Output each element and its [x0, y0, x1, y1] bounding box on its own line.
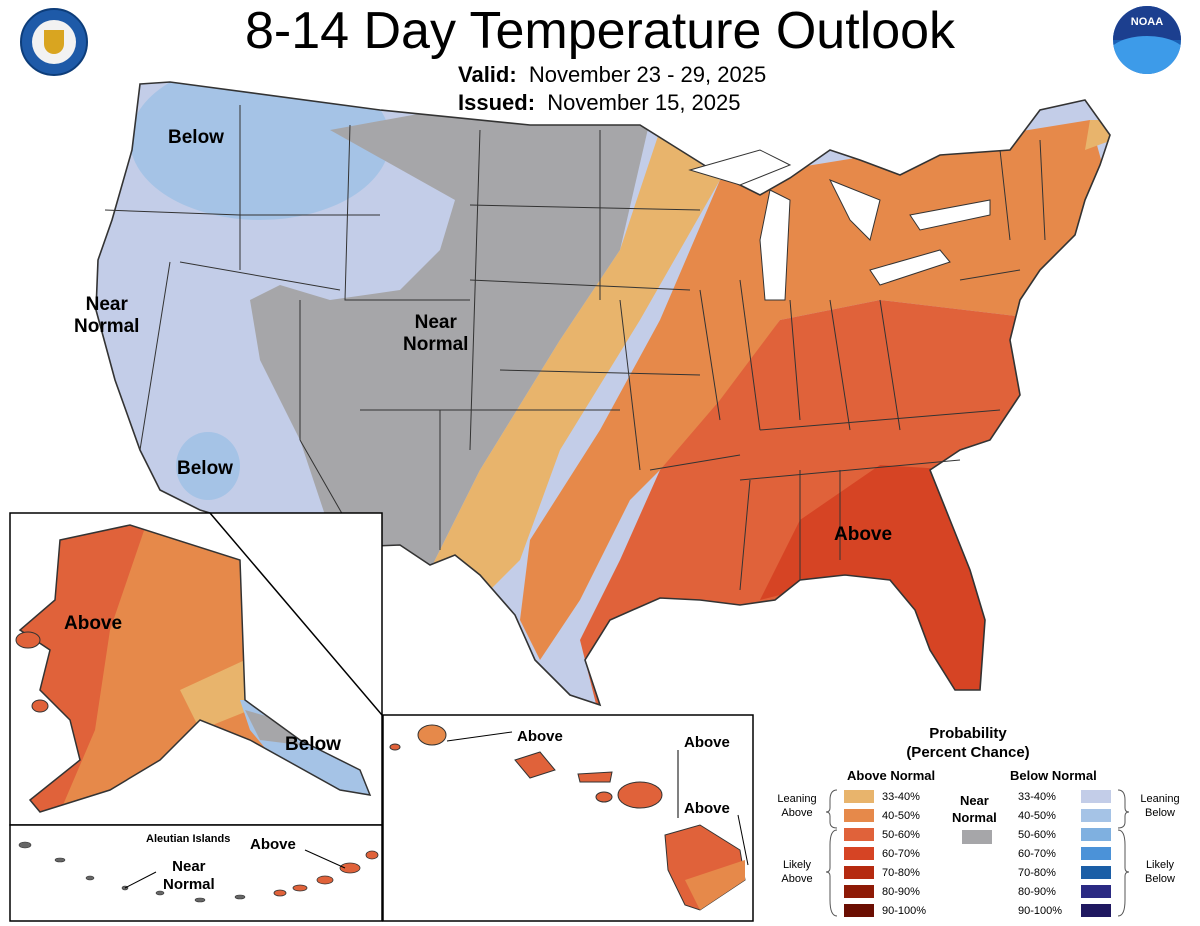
legend-range-above-1: 40-50%	[882, 810, 920, 822]
legend-range-below-3: 60-70%	[1018, 848, 1056, 860]
label-hawaii-above-3: Above	[684, 800, 730, 817]
legend-likely-below: Likely Below	[1145, 859, 1175, 885]
legend-swatch-above-1	[844, 809, 874, 822]
legend-range-below-5: 80-90%	[1018, 886, 1056, 898]
legend-above-header: Above Normal	[847, 768, 936, 783]
legend-row-below-6: 90-100%	[0, 904, 1200, 918]
label-alaska-below: Below	[285, 734, 341, 755]
legend-swatch-below-5	[1081, 885, 1111, 898]
legend-swatch-above-0	[844, 790, 874, 803]
legend-range-above-3: 60-70%	[882, 848, 920, 860]
legend-row-above-5: 80-90%	[0, 885, 1200, 899]
legend-row-below-4: 70-80%	[0, 866, 1200, 880]
noaa-logo: NOAA	[1113, 6, 1181, 74]
legend-row-below-1: 40-50%	[0, 809, 1200, 823]
legend-swatch-below-2	[1081, 828, 1111, 841]
legend-row-above-4: 70-80%	[0, 866, 1200, 880]
legend-swatch-below-0	[1081, 790, 1111, 803]
legend-range-below-1: 40-50%	[1018, 810, 1056, 822]
legend-swatch-below-4	[1081, 866, 1111, 879]
legend-range-below-0: 33-40%	[1018, 791, 1056, 803]
label-aleutian-near-normal: Near Normal	[163, 858, 215, 893]
legend-row-above-1: 40-50%	[0, 809, 1200, 823]
label-below-northwest: Below	[168, 127, 224, 148]
legend-swatch-below-6	[1081, 904, 1111, 917]
legend-row-above-0: 33-40%	[0, 790, 1200, 804]
label-hawaii-above-2: Above	[684, 734, 730, 751]
legend-swatch-above-2	[844, 828, 874, 841]
legend-near-normal: Near Normal	[952, 793, 997, 825]
page-title: 8-14 Day Temperature Outlook	[244, 2, 956, 60]
legend-range-above-2: 50-60%	[882, 829, 920, 841]
label-aleutian-above: Above	[250, 836, 296, 853]
legend-swatch-below-3	[1081, 847, 1111, 860]
legend-swatch-above-6	[844, 904, 874, 917]
commerce-seal-logo	[20, 8, 88, 76]
label-near-normal-west: Near Normal	[74, 294, 140, 337]
legend-likely-above: Likely Above	[781, 859, 813, 885]
legend-range-above-4: 70-80%	[882, 867, 920, 879]
legend-swatch-above-5	[844, 885, 874, 898]
legend-below-header: Below Normal	[1010, 768, 1097, 783]
legend-range-below-6: 90-100%	[1018, 905, 1063, 917]
legend-range-below-4: 70-80%	[1018, 867, 1056, 879]
legend-row-above-6: 90-100%	[0, 904, 1200, 918]
label-hawaii-above-1: Above	[517, 728, 563, 745]
label-above-southeast: Above	[834, 524, 893, 545]
legend-row-below-2: 50-60%	[0, 828, 1200, 842]
legend-swatch-above-3	[844, 847, 874, 860]
legend-swatch-below-1	[1081, 809, 1111, 822]
legend-leaning-above: Leaning Above	[777, 793, 817, 819]
legend-range-below-2: 50-60%	[1018, 829, 1056, 841]
legend-row-below-5: 80-90%	[0, 885, 1200, 899]
legend-title: Probability (Percent Chance)	[906, 725, 1030, 761]
issued-date: Issued: November 15, 2025	[458, 90, 741, 115]
legend-row-above-3: 60-70%	[0, 847, 1200, 861]
label-alaska-above: Above	[64, 613, 123, 634]
legend-row-below-0: 33-40%	[0, 790, 1200, 804]
legend-row-below-3: 60-70%	[0, 847, 1200, 861]
label-below-southwest: Below	[177, 458, 233, 479]
legend-leaning-below: Leaning Below	[1140, 793, 1180, 819]
legend-range-above-5: 80-90%	[882, 886, 920, 898]
label-near-normal-central: Near Normal	[403, 312, 469, 355]
valid-dates: Valid: November 23 - 29, 2025	[458, 62, 767, 87]
legend-swatch-above-4	[844, 866, 874, 879]
legend-row-above-2: 50-60%	[0, 828, 1200, 842]
legend-near-normal-swatch	[962, 830, 992, 844]
label-aleutian-islands: Aleutian Islands	[146, 833, 231, 845]
legend-range-above-0: 33-40%	[882, 791, 920, 803]
legend-range-above-6: 90-100%	[882, 905, 927, 917]
